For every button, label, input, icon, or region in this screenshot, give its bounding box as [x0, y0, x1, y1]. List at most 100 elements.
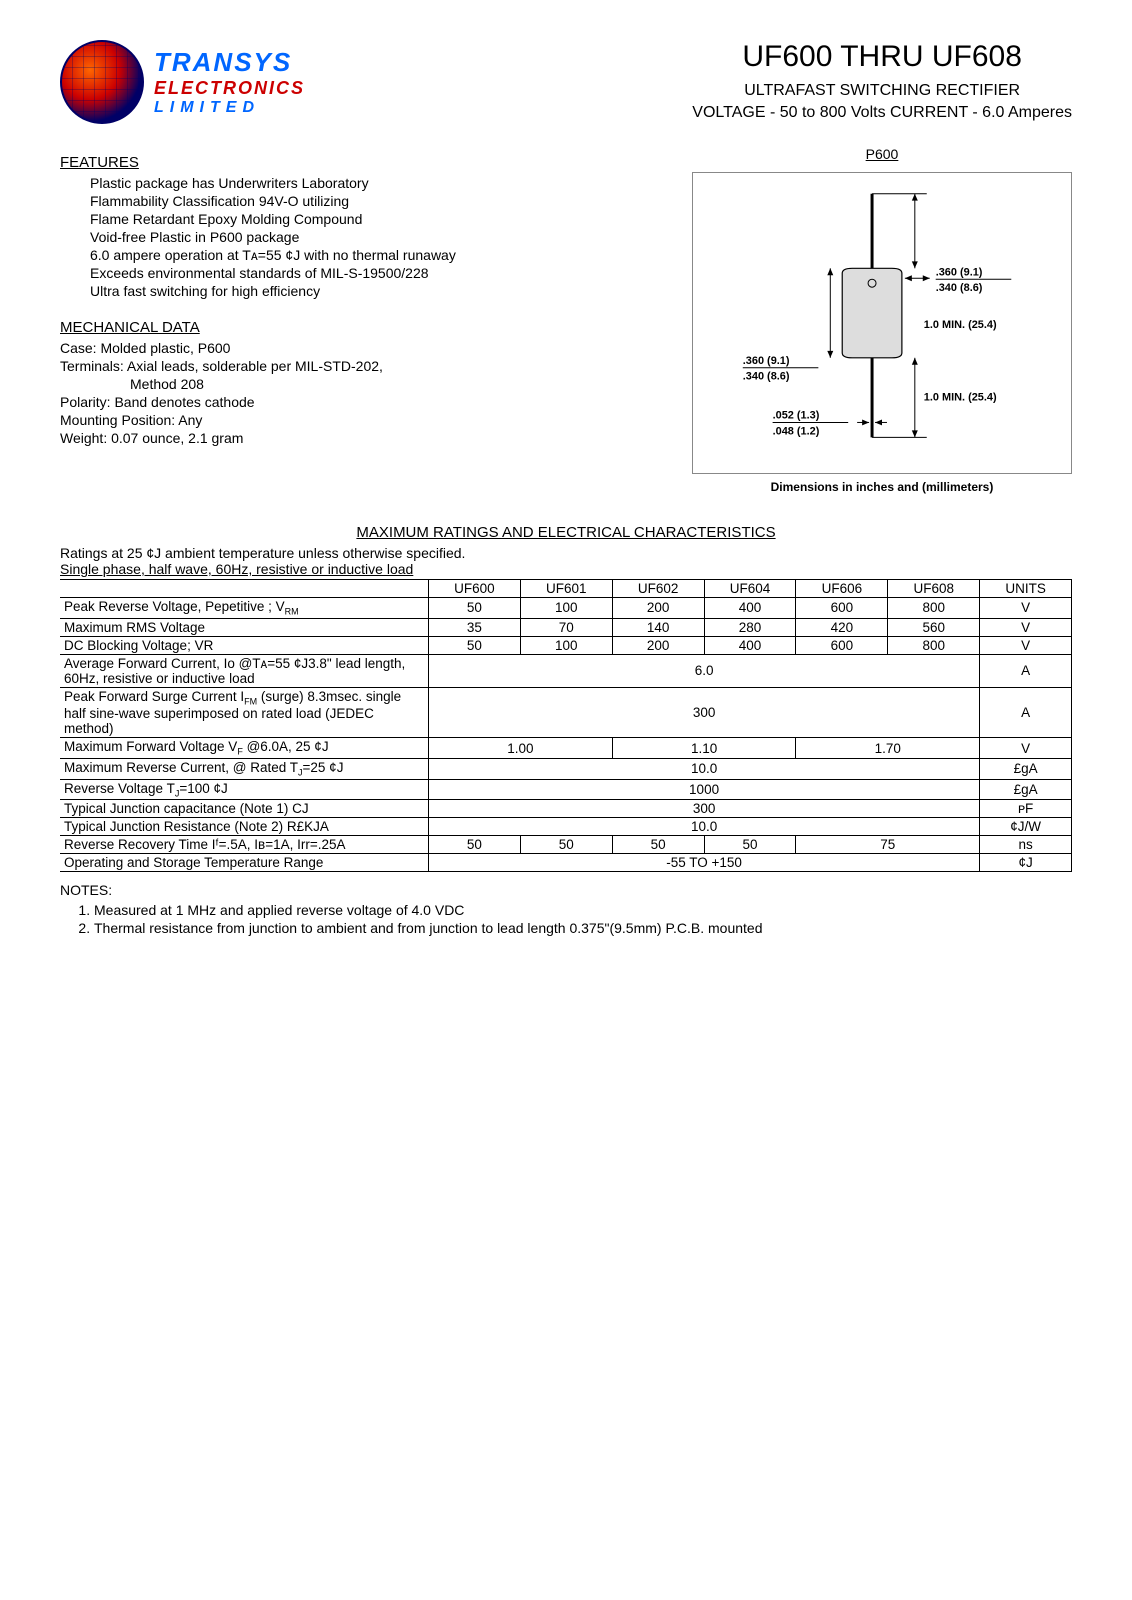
unit-cell: ¢J	[980, 854, 1072, 872]
body-columns: FEATURES Plastic package has Underwriter…	[60, 146, 1072, 494]
col-head: UNITS	[980, 580, 1072, 598]
unit-cell: A	[980, 654, 1072, 687]
mechanical-data: Case: Molded plastic, P600 Terminals: Ax…	[60, 340, 692, 446]
table-row: Reverse Voltage TJ=100 ¢J1000£gA	[60, 779, 1072, 800]
logo-text: TRANSYS ELECTRONICS LIMITED	[154, 47, 305, 117]
value-cell: 400	[704, 636, 796, 654]
ratings-note-2: Single phase, half wave, 60Hz, resistive…	[60, 561, 1072, 577]
notes-heading: NOTES:	[60, 882, 1072, 898]
value-cell: -55 TO +150	[429, 854, 980, 872]
value-cell: 70	[520, 618, 612, 636]
value-cell: 50	[429, 836, 521, 854]
param-cell: Maximum RMS Voltage	[60, 618, 429, 636]
globe-logo-icon	[60, 40, 144, 124]
table-row: Operating and Storage Temperature Range-…	[60, 854, 1072, 872]
ratings-heading: MAXIMUM RATINGS AND ELECTRICAL CHARACTER…	[60, 524, 1072, 541]
value-cell: 100	[520, 598, 612, 619]
dim-body-h-top: .360 (9.1)	[743, 355, 790, 367]
unit-cell: £gA	[980, 759, 1072, 780]
features-heading: FEATURES	[60, 154, 692, 171]
ratings-note-1: Ratings at 25 ¢J ambient temperature unl…	[60, 545, 1072, 561]
value-cell: 10.0	[429, 759, 980, 780]
table-row: Maximum Forward Voltage VF @6.0A, 25 ¢J 1…	[60, 738, 1072, 759]
feature-item: Ultra fast switching for high efficiency	[90, 283, 692, 299]
table-header-row: UF600 UF601 UF602 UF604 UF606 UF608 UNIT…	[60, 580, 1072, 598]
logo-line-2: ELECTRONICS	[154, 78, 305, 99]
subtitle-2: VOLTAGE - 50 to 800 Volts CURRENT - 6.0 …	[692, 104, 1072, 122]
value-cell: 35	[429, 618, 521, 636]
table-row: Peak Forward Surge Current IFM (surge) 8…	[60, 687, 1072, 738]
param-cell: Operating and Storage Temperature Range	[60, 854, 429, 872]
value-cell: 1000	[429, 779, 980, 800]
col-head: UF608	[888, 580, 980, 598]
table-row: Reverse Recovery Time Iᶠ=.5A, Iʙ=1A, Irr…	[60, 836, 1072, 854]
table-row: Average Forward Current, Io @Tᴀ=55 ¢J3.8…	[60, 654, 1072, 687]
dim-lead-d-top: .052 (1.3)	[773, 409, 820, 421]
dim-body-d-bot: .340 (8.6)	[936, 282, 983, 294]
param-cell: Reverse Voltage TJ=100 ¢J	[60, 779, 429, 800]
value-cell: 800	[888, 636, 980, 654]
value-cell: 50	[704, 836, 796, 854]
logo-line-3: LIMITED	[154, 99, 305, 117]
value-cell: 600	[796, 598, 888, 619]
value-cell: 800	[888, 598, 980, 619]
dim-lead-len-bot: 1.0 MIN. (25.4)	[924, 392, 997, 404]
param-cell: Peak Forward Surge Current IFM (surge) 8…	[60, 687, 429, 738]
param-cell: Typical Junction Resistance (Note 2) R£K…	[60, 818, 429, 836]
param-cell: Maximum Forward Voltage VF @6.0A, 25 ¢J	[60, 738, 429, 759]
value-cell: 420	[796, 618, 888, 636]
dim-body-h-bot: .340 (8.6)	[743, 371, 790, 383]
package-drawing: .360 (9.1) .340 (8.6) 1.0 MIN. (25.4) .3…	[692, 172, 1072, 474]
value-cell: 400	[704, 598, 796, 619]
unit-cell: V	[980, 636, 1072, 654]
value-cell: 10.0	[429, 818, 980, 836]
unit-cell: ¢J/W	[980, 818, 1072, 836]
value-cell: 300	[429, 687, 980, 738]
features-list: Plastic package has Underwriters Laborat…	[60, 175, 692, 299]
unit-cell: V	[980, 618, 1072, 636]
table-row: Maximum Reverse Current, @ Rated TJ=25 ¢…	[60, 759, 1072, 780]
title-block: UF600 THRU UF608 ULTRAFAST SWITCHING REC…	[692, 40, 1072, 126]
value-cell: 200	[612, 636, 704, 654]
unit-cell: V	[980, 738, 1072, 759]
value-cell: 560	[888, 618, 980, 636]
subtitle-1: ULTRAFAST SWITCHING RECTIFIER	[692, 82, 1072, 100]
dim-body-d-top: .360 (9.1)	[936, 266, 983, 278]
value-cell: 50	[429, 636, 521, 654]
mech-item: Method 208	[60, 376, 692, 392]
page-title: UF600 THRU UF608	[692, 40, 1072, 74]
value-cell: 600	[796, 636, 888, 654]
note-item: Measured at 1 MHz and applied reverse vo…	[94, 902, 1072, 918]
dim-lead-len-top: 1.0 MIN. (25.4)	[924, 319, 997, 331]
mech-item: Case: Molded plastic, P600	[60, 340, 692, 356]
left-column: FEATURES Plastic package has Underwriter…	[60, 146, 692, 494]
value-cell: 50	[612, 836, 704, 854]
package-caption: Dimensions in inches and (millimeters)	[692, 480, 1072, 494]
mech-item: Polarity: Band denotes cathode	[60, 394, 692, 410]
notes-list: Measured at 1 MHz and applied reverse vo…	[60, 902, 1072, 936]
col-head: UF600	[429, 580, 521, 598]
value-cell: 200	[612, 598, 704, 619]
logo-line-1: TRANSYS	[154, 47, 305, 78]
param-cell: Average Forward Current, Io @Tᴀ=55 ¢J3.8…	[60, 654, 429, 687]
feature-item: Flammability Classification 94V-O utiliz…	[90, 193, 692, 209]
mechanical-heading: MECHANICAL DATA	[60, 319, 692, 336]
header-row: TRANSYS ELECTRONICS LIMITED UF600 THRU U…	[60, 40, 1072, 126]
mech-item: Terminals: Axial leads, solderable per M…	[60, 358, 692, 374]
param-cell: Reverse Recovery Time Iᶠ=.5A, Iʙ=1A, Irr…	[60, 836, 429, 854]
unit-cell: V	[980, 598, 1072, 619]
value-cell: 300	[429, 800, 980, 818]
col-head: UF604	[704, 580, 796, 598]
col-head: UF601	[520, 580, 612, 598]
value-cell: 280	[704, 618, 796, 636]
unit-cell: A	[980, 687, 1072, 738]
mech-item: Weight: 0.07 ounce, 2.1 gram	[60, 430, 692, 446]
value-cell: 100	[520, 636, 612, 654]
right-column: P600 .360 (9.1) .340 (8.6)	[692, 146, 1072, 494]
feature-item: Flame Retardant Epoxy Molding Compound	[90, 211, 692, 227]
feature-item: Plastic package has Underwriters Laborat…	[90, 175, 692, 191]
unit-cell: ᴘF	[980, 800, 1072, 818]
feature-item: Void-free Plastic in P600 package	[90, 229, 692, 245]
value-cell: 1.70	[796, 738, 980, 759]
value-cell: 50	[520, 836, 612, 854]
